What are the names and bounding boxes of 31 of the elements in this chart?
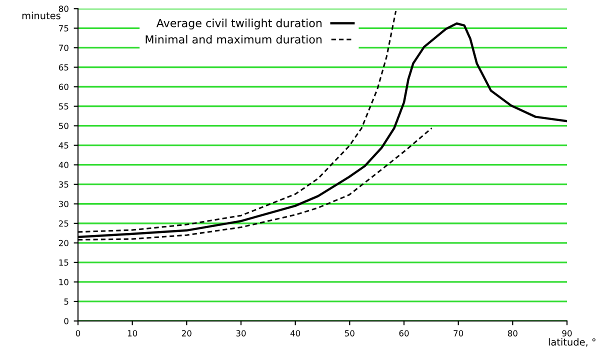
y-tick-label: 50 (59, 122, 68, 130)
y-tick-label: 60 (58, 84, 68, 90)
y-tick-label: 35 (59, 181, 68, 188)
y-tick-label: 5 (64, 298, 68, 305)
x-tick-label: 90 (562, 330, 572, 336)
y-tick-label: 65 (58, 64, 68, 71)
y-axis-title: minutes (22, 12, 60, 20)
y-tick-label: 40 (58, 162, 68, 168)
legend-label: Average civil twilight duration (156, 18, 322, 30)
x-tick-label: 20 (182, 330, 192, 336)
y-tick-label: 45 (58, 142, 68, 149)
x-tick-label: 40 (290, 330, 300, 336)
x-tick-label: 30 (236, 330, 246, 336)
y-tick-label: 70 (59, 44, 68, 51)
y-tick-label: 75 (59, 25, 68, 32)
y-tick-label: 30 (59, 200, 68, 208)
x-tick-label: 70 (454, 330, 464, 336)
x-axis-title: latitude, ° (548, 338, 596, 347)
y-tick-label: 80 (58, 6, 68, 12)
x-tick-label: 60 (399, 330, 409, 336)
y-tick-label: 10 (59, 278, 68, 286)
y-tick-label: 55 (59, 103, 68, 110)
y-tick-label: 15 (59, 260, 68, 266)
x-tick-label: 80 (508, 330, 518, 336)
x-tick-label: 0 (76, 330, 80, 336)
y-tick-label: 0 (64, 318, 68, 324)
legend-label: Minimal and maximum duration (146, 34, 322, 44)
x-tick-label: 50 (345, 330, 354, 336)
y-tick-label: 25 (58, 220, 68, 227)
x-tick-label: 10 (128, 330, 138, 336)
y-tick-label: 20 (58, 240, 68, 246)
